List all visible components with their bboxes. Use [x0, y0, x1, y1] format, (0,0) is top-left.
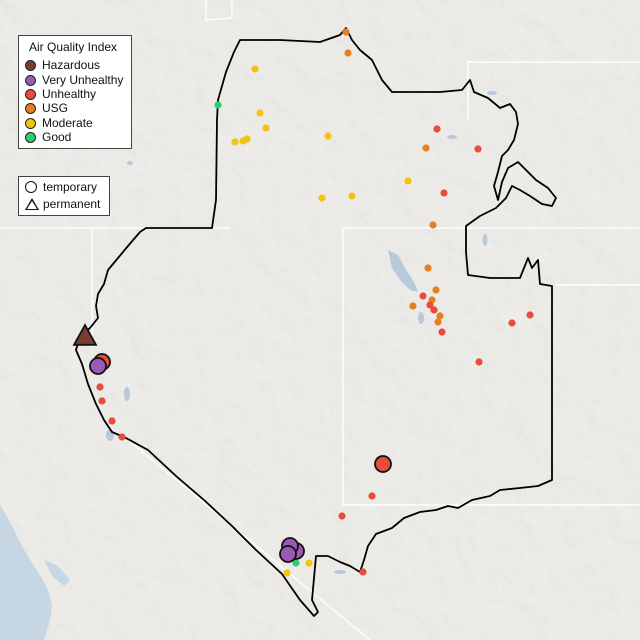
station-marker-unhealthy[interactable]: [438, 328, 446, 336]
station-marker-unhealthy[interactable]: [338, 512, 346, 520]
station-marker-unhealthy[interactable]: [118, 433, 126, 441]
station-marker-usg[interactable]: [432, 286, 440, 294]
station-marker-moderate[interactable]: [348, 192, 356, 200]
legend-item-usg: USG: [25, 101, 68, 115]
station-marker-usg[interactable]: [342, 28, 350, 36]
bay-water: [44, 560, 70, 586]
station-marker-moderate[interactable]: [256, 109, 264, 117]
legend-label-permanent: permanent: [43, 197, 101, 211]
station-marker-usg[interactable]: [424, 264, 432, 272]
station-marker-unhealthy[interactable]: [440, 189, 448, 197]
legend-swatch-good: [25, 131, 36, 143]
bear-lake: [482, 234, 488, 246]
station-marker-moderate[interactable]: [251, 65, 259, 73]
legend-item-temporary: temporary: [25, 180, 97, 194]
station-marker-unhealthy[interactable]: [426, 301, 434, 309]
station-marker-usg[interactable]: [422, 144, 430, 152]
station-marker-usg[interactable]: [429, 221, 437, 229]
station-marker-good[interactable]: [214, 101, 222, 109]
station-marker-unhealthy[interactable]: [475, 358, 483, 366]
station-marker-unhealthy[interactable]: [374, 455, 392, 473]
legend-label-good: Good: [42, 130, 72, 144]
reservoir-west: [127, 161, 133, 165]
station-marker-moderate[interactable]: [318, 194, 326, 202]
legend-item-good: Good: [25, 130, 71, 144]
station-marker-unhealthy[interactable]: [430, 306, 438, 314]
station-marker-hazardous[interactable]: [72, 323, 98, 346]
station-marker-moderate[interactable]: [404, 177, 412, 185]
station-marker-unhealthy[interactable]: [108, 417, 116, 425]
triangle-icon: [25, 198, 39, 210]
station-marker-very-unhealthy[interactable]: [279, 545, 297, 563]
legend-item-moderate: Moderate: [25, 116, 93, 130]
legend-label-very-unhealthy: Very Unhealthy: [42, 73, 124, 87]
great-salt-lake: [388, 250, 418, 292]
station-marker-very-unhealthy[interactable]: [89, 357, 107, 375]
legend-label-usg: USG: [42, 101, 69, 115]
stations-layer: [72, 28, 534, 577]
station-marker-unhealthy[interactable]: [526, 311, 534, 319]
legend-swatch-very-unhealthy: [25, 74, 36, 86]
station-marker-unhealthy[interactable]: [433, 125, 441, 133]
station-marker-moderate[interactable]: [283, 569, 291, 577]
station-marker-usg[interactable]: [344, 49, 352, 57]
station-marker-usg[interactable]: [434, 318, 442, 326]
legend-swatch-hazardous: [25, 59, 36, 71]
monitor-type-legend: temporary permanent: [18, 176, 110, 216]
legend-label-temporary: temporary: [43, 180, 98, 194]
aqi-legend-title: Air Quality Index: [29, 40, 118, 54]
legend-swatch-moderate: [25, 117, 36, 129]
reservoir-north: [487, 91, 497, 95]
station-marker-moderate[interactable]: [305, 559, 313, 567]
legend-swatch-usg: [25, 102, 36, 114]
station-marker-unhealthy[interactable]: [368, 492, 376, 500]
station-marker-unhealthy[interactable]: [474, 145, 482, 153]
station-marker-good[interactable]: [292, 559, 300, 567]
legend-swatch-unhealthy: [25, 88, 36, 100]
legend-item-very-unhealthy: Very Unhealthy: [25, 73, 123, 87]
legend-item-permanent: permanent: [25, 197, 100, 211]
legend-label-moderate: Moderate: [42, 116, 93, 130]
station-marker-unhealthy[interactable]: [419, 292, 427, 300]
american-falls-reservoir: [447, 135, 457, 139]
station-marker-moderate[interactable]: [231, 138, 239, 146]
utah-lake: [418, 312, 424, 324]
station-marker-unhealthy[interactable]: [508, 319, 516, 327]
station-marker-moderate[interactable]: [239, 137, 247, 145]
circle-icon: [25, 181, 37, 193]
station-marker-moderate[interactable]: [262, 124, 270, 132]
legend-item-hazardous: Hazardous: [25, 58, 100, 72]
lake-tahoe: [106, 429, 114, 441]
legend-label-unhealthy: Unhealthy: [42, 87, 97, 101]
station-marker-usg[interactable]: [409, 302, 417, 310]
legend-item-unhealthy: Unhealthy: [25, 87, 96, 101]
lake-mead: [334, 570, 346, 574]
station-marker-unhealthy[interactable]: [98, 397, 106, 405]
pyramid-lake: [124, 387, 130, 401]
legend-label-hazardous: Hazardous: [42, 58, 101, 72]
ocean: [0, 505, 52, 640]
station-marker-unhealthy[interactable]: [96, 383, 104, 391]
station-marker-usg[interactable]: [436, 312, 444, 320]
station-marker-unhealthy[interactable]: [359, 568, 367, 576]
aqi-legend: Air Quality Index Hazardous Very Unhealt…: [18, 35, 132, 149]
station-marker-moderate[interactable]: [324, 132, 332, 140]
